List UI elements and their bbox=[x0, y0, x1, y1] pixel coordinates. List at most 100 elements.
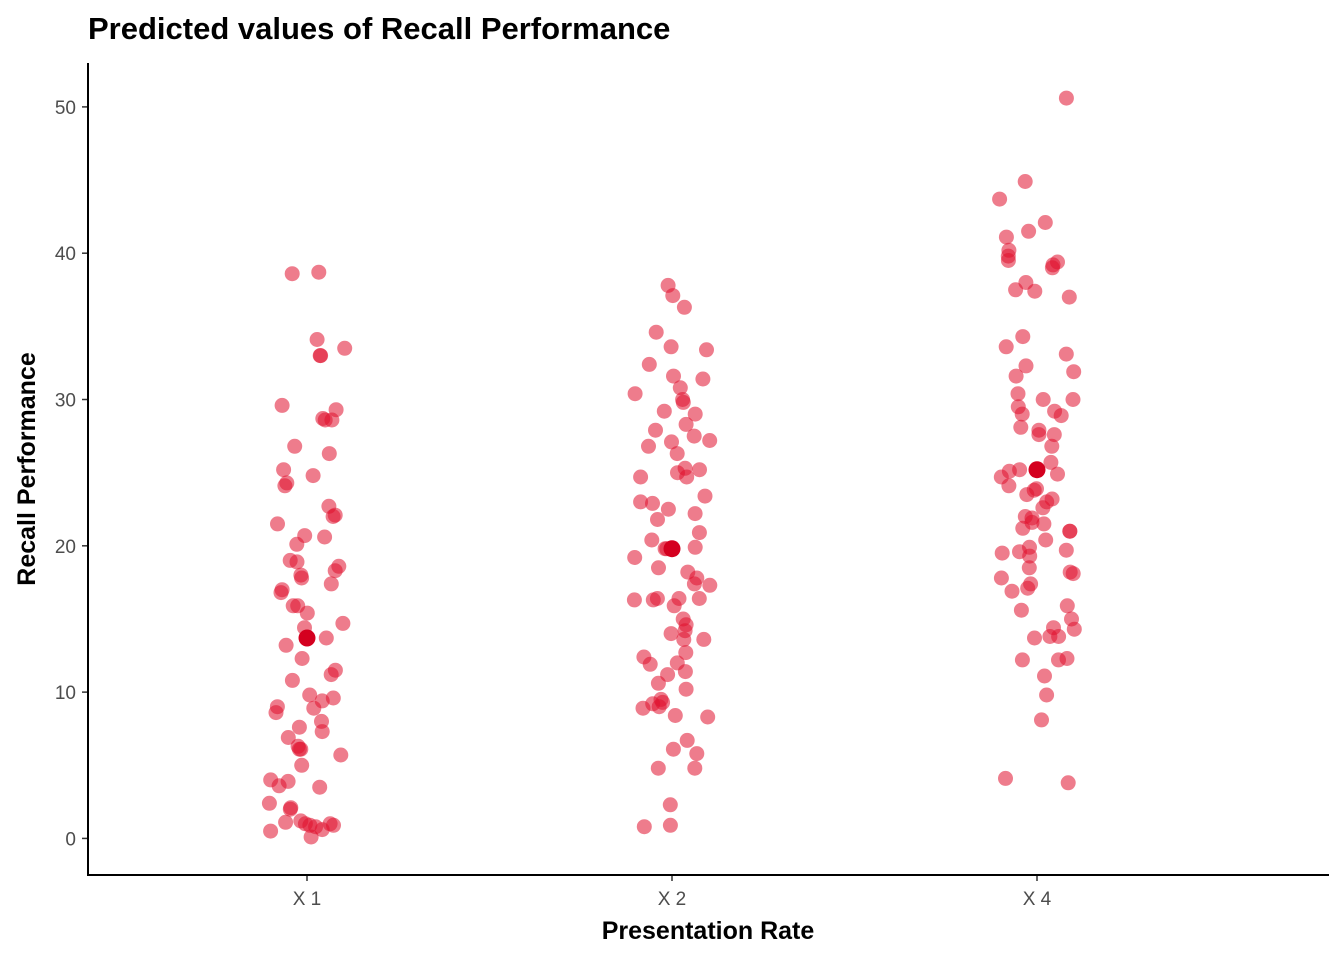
data-point bbox=[1004, 583, 1020, 599]
data-point bbox=[1021, 560, 1037, 576]
y-tick-label: 40 bbox=[55, 244, 76, 265]
x-axis-title: Presentation Rate bbox=[602, 917, 815, 945]
data-point bbox=[273, 585, 289, 601]
data-point bbox=[660, 501, 676, 517]
data-point bbox=[633, 494, 649, 510]
data-point bbox=[687, 760, 703, 776]
data-point bbox=[1035, 500, 1051, 516]
data-point bbox=[284, 672, 300, 688]
y-tick-label: 50 bbox=[55, 98, 76, 119]
data-point bbox=[1060, 775, 1076, 791]
data-point bbox=[1044, 438, 1060, 454]
data-point bbox=[311, 264, 327, 280]
data-point bbox=[277, 478, 293, 494]
data-point bbox=[1021, 223, 1037, 239]
data-point bbox=[645, 592, 661, 608]
data-point bbox=[278, 814, 294, 830]
data-point bbox=[1001, 478, 1017, 494]
data-point bbox=[678, 416, 694, 432]
data-point bbox=[666, 598, 682, 614]
data-point bbox=[1058, 542, 1074, 558]
data-point bbox=[289, 536, 305, 552]
data-point bbox=[294, 651, 310, 666]
data-point bbox=[699, 342, 714, 358]
data-point bbox=[270, 516, 285, 532]
data-point bbox=[1039, 687, 1055, 703]
data-point bbox=[268, 705, 284, 721]
predicted-value-point bbox=[1028, 461, 1046, 479]
data-point bbox=[678, 645, 694, 661]
data-points bbox=[261, 90, 1082, 845]
data-point bbox=[679, 732, 695, 748]
data-point bbox=[648, 324, 664, 340]
data-point bbox=[333, 747, 349, 763]
data-point bbox=[1046, 427, 1062, 443]
x-tick-label: X 4 bbox=[1023, 889, 1052, 910]
predicted-value-point bbox=[298, 629, 316, 647]
x-axis-ticks: X 1 X 2 X 4 bbox=[293, 875, 1052, 910]
data-point bbox=[1062, 523, 1078, 539]
data-point bbox=[1034, 712, 1049, 728]
data-point bbox=[1010, 386, 1026, 402]
data-point bbox=[650, 675, 666, 691]
data-point bbox=[700, 709, 716, 725]
data-point bbox=[323, 576, 339, 592]
data-point bbox=[1022, 548, 1038, 564]
data-point bbox=[303, 829, 319, 845]
data-point bbox=[337, 340, 353, 356]
data-point bbox=[993, 570, 1009, 586]
data-point bbox=[651, 699, 667, 715]
data-point bbox=[1015, 520, 1031, 536]
data-point bbox=[691, 591, 707, 606]
data-point bbox=[641, 438, 656, 454]
data-point bbox=[664, 434, 679, 450]
data-point bbox=[1015, 329, 1031, 345]
data-point bbox=[294, 757, 310, 773]
data-point bbox=[1058, 346, 1074, 362]
data-point bbox=[1008, 368, 1024, 384]
data-point bbox=[697, 488, 713, 504]
chart-title: Predicted values of Recall Performance bbox=[88, 11, 670, 46]
data-point bbox=[662, 797, 678, 813]
data-point bbox=[302, 687, 318, 703]
data-point bbox=[1014, 652, 1030, 668]
x-tick-label: X 2 bbox=[658, 889, 687, 910]
data-point bbox=[1065, 566, 1081, 582]
data-point bbox=[998, 229, 1014, 245]
data-point bbox=[650, 512, 665, 527]
x-tick-label: X 1 bbox=[293, 889, 322, 910]
data-point bbox=[644, 532, 660, 548]
data-point bbox=[687, 539, 703, 555]
data-point bbox=[636, 819, 652, 835]
data-point bbox=[695, 371, 711, 387]
data-point bbox=[627, 550, 643, 565]
data-point bbox=[691, 525, 707, 541]
data-point bbox=[1013, 602, 1029, 618]
data-point bbox=[1035, 392, 1051, 407]
data-point bbox=[312, 779, 328, 795]
data-point bbox=[1044, 260, 1060, 276]
data-point bbox=[321, 446, 337, 462]
data-point bbox=[689, 746, 705, 762]
data-point bbox=[992, 191, 1008, 207]
data-point bbox=[662, 817, 678, 833]
data-point bbox=[314, 822, 330, 838]
data-point bbox=[1051, 652, 1066, 668]
data-point bbox=[287, 438, 303, 454]
data-point bbox=[1027, 283, 1043, 299]
predicted-points bbox=[298, 461, 1046, 647]
data-point bbox=[1043, 454, 1059, 470]
data-point bbox=[1066, 621, 1082, 637]
data-point bbox=[667, 708, 683, 723]
data-point bbox=[1053, 408, 1069, 424]
data-point bbox=[1008, 282, 1024, 298]
data-point bbox=[261, 795, 277, 811]
y-axis-ticks: 0 10 20 30 40 50 bbox=[55, 98, 88, 850]
data-point bbox=[323, 667, 339, 683]
data-point bbox=[293, 741, 309, 757]
data-point bbox=[289, 554, 305, 570]
data-point bbox=[650, 760, 666, 776]
y-tick-label: 10 bbox=[55, 683, 76, 704]
data-point bbox=[317, 412, 333, 428]
